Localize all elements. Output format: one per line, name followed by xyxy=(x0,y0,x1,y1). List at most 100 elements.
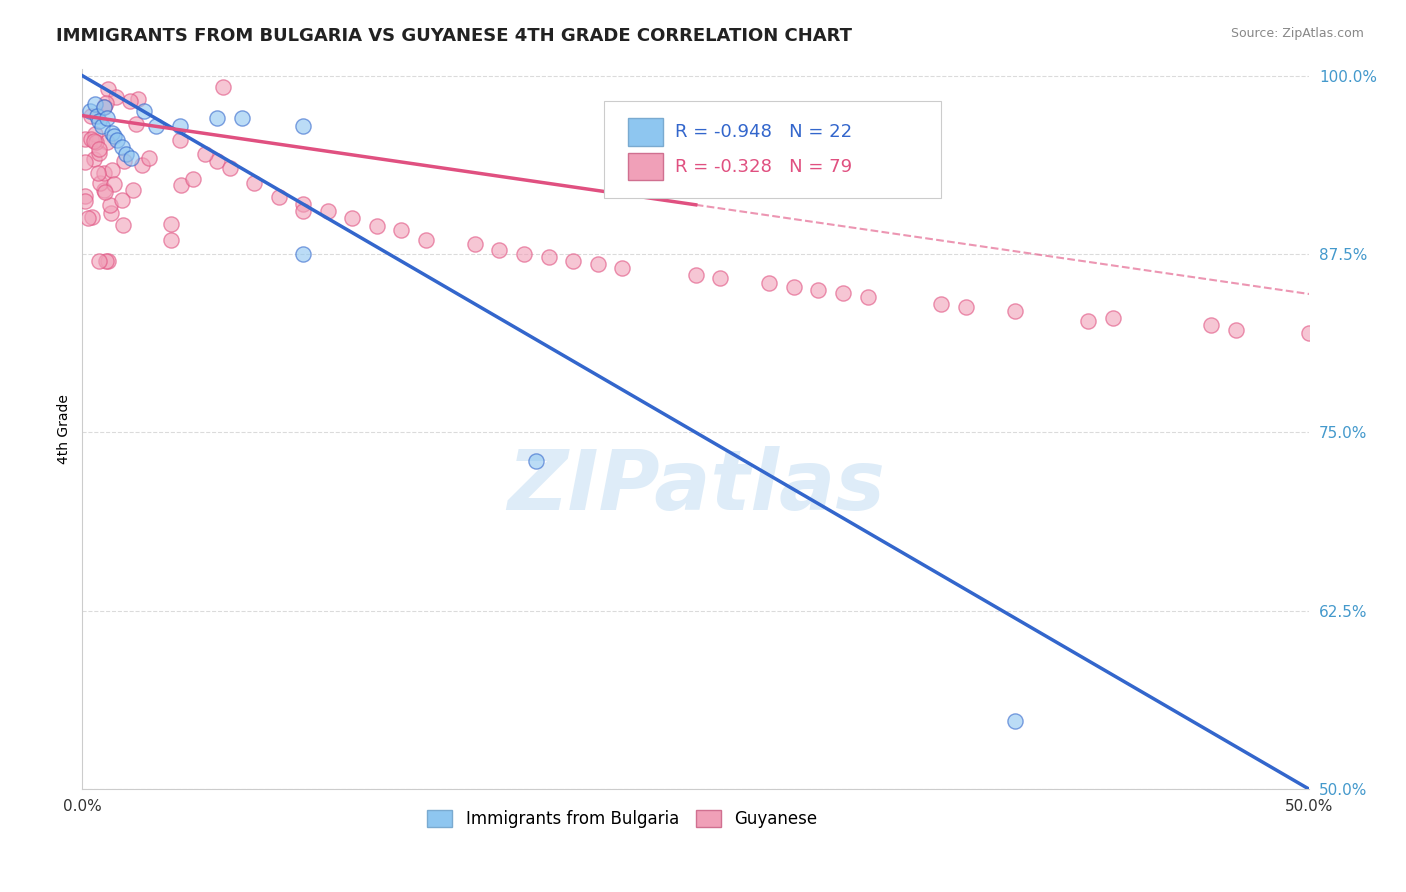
Point xyxy=(94,254,117,268)
Point xyxy=(76,211,98,225)
Point xyxy=(131,158,153,172)
Point xyxy=(115,147,138,161)
Point xyxy=(100,126,122,140)
Point xyxy=(1199,318,1222,333)
Point xyxy=(366,219,388,233)
Point xyxy=(488,243,510,257)
Point xyxy=(75,188,97,202)
Point xyxy=(93,166,115,180)
Point xyxy=(586,257,609,271)
Point xyxy=(292,247,315,261)
Point xyxy=(207,154,229,169)
Point xyxy=(231,112,253,126)
Point xyxy=(316,204,339,219)
Point xyxy=(464,237,486,252)
Point xyxy=(93,100,115,114)
Point xyxy=(83,97,105,112)
Text: R = -0.328   N = 79: R = -0.328 N = 79 xyxy=(675,158,852,176)
Point xyxy=(159,217,181,231)
Point xyxy=(89,114,111,128)
Point xyxy=(98,198,121,212)
Text: IMMIGRANTS FROM BULGARIA VS GUYANESE 4TH GRADE CORRELATION CHART: IMMIGRANTS FROM BULGARIA VS GUYANESE 4TH… xyxy=(56,27,852,45)
Point xyxy=(194,147,217,161)
Point xyxy=(96,112,118,126)
Point xyxy=(73,194,96,208)
Point xyxy=(127,92,149,106)
Text: Source: ZipAtlas.com: Source: ZipAtlas.com xyxy=(1230,27,1364,40)
Point xyxy=(103,128,125,143)
Point xyxy=(342,211,364,226)
Point xyxy=(537,250,560,264)
Point xyxy=(685,268,707,283)
Point xyxy=(89,142,111,156)
Point xyxy=(125,117,148,131)
Point xyxy=(80,132,103,146)
Point xyxy=(94,185,117,199)
Point xyxy=(1102,311,1125,326)
Point xyxy=(1298,326,1320,340)
Point xyxy=(105,133,128,147)
Point xyxy=(97,254,120,268)
Point xyxy=(132,104,155,119)
Point xyxy=(110,140,132,154)
FancyBboxPatch shape xyxy=(628,153,662,180)
Point xyxy=(105,90,128,104)
Point xyxy=(118,94,141,108)
Point xyxy=(415,233,437,247)
Point xyxy=(181,172,204,186)
Point xyxy=(169,133,191,147)
Text: R = -0.948   N = 22: R = -0.948 N = 22 xyxy=(675,123,852,141)
Point xyxy=(80,109,103,123)
Point xyxy=(83,135,105,149)
FancyBboxPatch shape xyxy=(603,101,941,198)
Point xyxy=(292,204,315,219)
Point xyxy=(783,280,806,294)
Point xyxy=(524,454,547,468)
Point xyxy=(84,136,107,150)
Text: ZIPatlas: ZIPatlas xyxy=(506,446,884,527)
Point xyxy=(87,166,110,180)
Point xyxy=(86,109,108,123)
Point xyxy=(103,178,125,192)
Point xyxy=(120,152,142,166)
Point xyxy=(218,161,240,176)
Point xyxy=(1225,323,1247,337)
Point xyxy=(1004,304,1026,318)
Point xyxy=(243,176,266,190)
Point xyxy=(93,183,115,197)
Point xyxy=(79,104,101,119)
Point xyxy=(709,271,731,285)
Point xyxy=(80,210,103,224)
Point xyxy=(169,119,191,133)
Point xyxy=(83,153,105,167)
Point xyxy=(93,100,115,114)
Point xyxy=(89,176,111,190)
FancyBboxPatch shape xyxy=(628,119,662,145)
Point xyxy=(73,132,96,146)
Point xyxy=(292,197,315,211)
Point xyxy=(955,300,977,314)
Point xyxy=(562,254,585,268)
Point xyxy=(96,135,118,149)
Point xyxy=(610,261,633,276)
Point xyxy=(1004,714,1026,728)
Point xyxy=(100,206,122,220)
Point xyxy=(856,290,879,304)
Point xyxy=(292,119,315,133)
Point xyxy=(90,119,112,133)
Point xyxy=(89,254,111,268)
Point xyxy=(100,163,122,178)
Point xyxy=(83,127,105,141)
Point xyxy=(97,82,120,96)
Point xyxy=(111,193,134,207)
Point xyxy=(513,247,536,261)
Point xyxy=(112,154,135,169)
Point xyxy=(87,146,110,161)
Point xyxy=(122,183,145,197)
Point xyxy=(159,233,181,247)
Point xyxy=(138,151,160,165)
Point xyxy=(807,283,830,297)
Point xyxy=(170,178,193,193)
Point xyxy=(211,79,233,94)
Point xyxy=(111,218,134,232)
